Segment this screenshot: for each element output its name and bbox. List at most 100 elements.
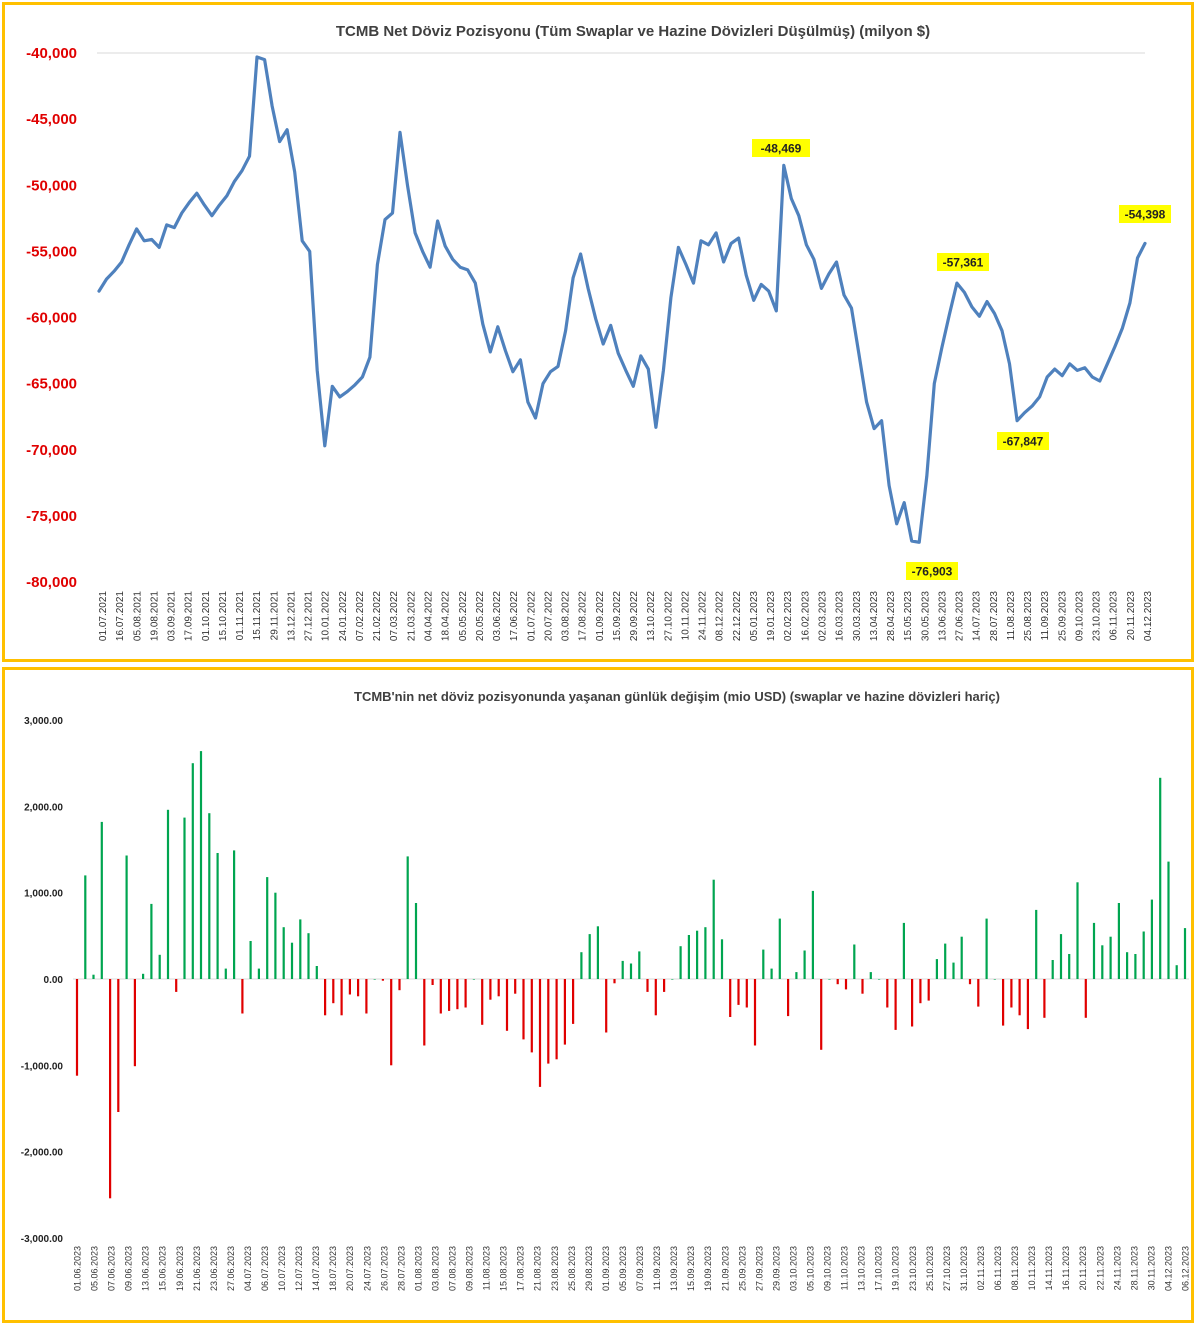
- bar: [299, 919, 302, 979]
- bar: [1126, 952, 1129, 979]
- x-tick-label: 07.09.2023: [635, 1246, 645, 1291]
- x-tick-label: 04.07.2023: [243, 1246, 253, 1291]
- x-tick-label: 04.12.2023: [1163, 1246, 1173, 1291]
- x-tick-label: 29.11.2021: [269, 591, 280, 641]
- annotation-label: -76,903: [906, 562, 958, 580]
- bar: [844, 979, 848, 990]
- bar: [820, 979, 823, 1050]
- x-tick-label: 17.06.2022: [509, 591, 520, 641]
- y-tick-label: 0.00: [44, 975, 64, 986]
- x-tick-label: 04.12.2023: [1143, 591, 1154, 641]
- annotation-text: -57,361: [943, 256, 984, 270]
- x-tick-label: 02.02.2023: [783, 591, 794, 641]
- annotation-label: -67,847: [997, 432, 1049, 450]
- x-tick-label: 14.11.2023: [1044, 1246, 1054, 1290]
- x-tick-label: 11.10.2023: [840, 1246, 850, 1290]
- x-tick-label: 13.09.2023: [669, 1246, 679, 1291]
- bar: [778, 918, 781, 979]
- x-tick-label: 18.07.2023: [328, 1246, 338, 1291]
- x-tick-label: 21.06.2023: [192, 1246, 202, 1291]
- y-tick-label: 1,000.00: [24, 889, 63, 900]
- bar: [324, 979, 327, 1016]
- x-tick-label: 01.07.2022: [526, 591, 537, 641]
- bar: [1035, 909, 1038, 979]
- x-tick-label: 17.08.2022: [578, 591, 589, 641]
- bar: [365, 979, 368, 1014]
- bar: [671, 979, 674, 980]
- x-tick-label: 23.10.2023: [908, 1246, 918, 1291]
- bar-chart-title: TCMB'nin net döviz pozisyonunda yaşanan …: [354, 689, 1000, 704]
- bar: [133, 979, 136, 1067]
- x-tick-label: 21.02.2022: [372, 591, 383, 641]
- x-tick-label: 01.06.2023: [73, 1246, 83, 1291]
- bar-chart-bars: [75, 751, 1187, 1199]
- bar-chart-x-ticks: 01.06.2023 05.06.2023 07.06.2023 09.06.2023…: [73, 1246, 1191, 1291]
- bar: [1134, 954, 1137, 979]
- x-tick-label: 01.10.2021: [201, 591, 212, 641]
- x-tick-label: 13.12.2021: [286, 591, 297, 641]
- x-tick-label: 05.06.2023: [90, 1246, 100, 1291]
- x-tick-label: 06.11.2023: [993, 1246, 1003, 1290]
- bar: [902, 922, 905, 979]
- bar: [869, 972, 872, 979]
- x-tick-label: 21.09.2023: [720, 1246, 730, 1291]
- x-tick-label: 24.11.2022: [698, 591, 709, 641]
- x-tick-label: 03.06.2022: [492, 591, 503, 641]
- x-tick-label: 14.07.2023: [311, 1246, 321, 1291]
- bar: [439, 979, 442, 1014]
- x-tick-label: 17.08.2023: [516, 1246, 526, 1291]
- bar: [1150, 899, 1153, 979]
- line-chart-y-ticks: -40,000 -45,000 -50,000 -55,000 -60,000 -65,0…: [26, 45, 77, 591]
- x-tick-label: 14.07.2023: [972, 591, 983, 641]
- x-tick-label: 09.06.2023: [124, 1246, 134, 1291]
- x-tick-label: 01.11.2021: [235, 591, 246, 641]
- x-tick-label: 05.01.2023: [749, 591, 760, 641]
- bar: [621, 960, 624, 979]
- bar: [729, 979, 732, 1017]
- bar: [100, 821, 103, 979]
- y-tick-label: -40,000: [26, 45, 77, 62]
- bar: [654, 979, 657, 1016]
- x-tick-label: 01.09.2023: [601, 1246, 611, 1291]
- annotation-text: -76,903: [912, 565, 953, 579]
- x-tick-label: 11.08.2023: [482, 1246, 492, 1290]
- bar: [580, 952, 583, 979]
- x-tick-label: 15.10.2021: [218, 591, 229, 641]
- bar: [878, 979, 881, 980]
- x-tick-label: 20.05.2022: [475, 591, 486, 641]
- bar: [125, 855, 128, 979]
- annotation-text: -48,469: [761, 142, 802, 156]
- bar: [423, 979, 426, 1046]
- x-tick-label: 11.08.2023: [1006, 591, 1017, 641]
- bar: [572, 979, 575, 1024]
- bar: [522, 979, 525, 1040]
- x-tick-label: 03.08.2023: [430, 1246, 440, 1291]
- bar: [629, 963, 633, 979]
- annotation-text: -54,398: [1125, 208, 1166, 222]
- line-series: [97, 55, 1147, 544]
- bar: [224, 968, 227, 979]
- bar: [696, 930, 699, 979]
- x-tick-label: 07.02.2022: [355, 591, 366, 641]
- bar: [514, 979, 517, 994]
- bar: [117, 979, 120, 1112]
- bar: [199, 751, 203, 979]
- bar: [464, 979, 467, 1008]
- x-tick-label: 13.10.2023: [857, 1246, 867, 1291]
- x-tick-label: 27.10.2023: [942, 1246, 952, 1291]
- bar-chart-panel: TCMB'nin net döviz pozisyonunda yaşanan …: [2, 667, 1194, 1323]
- bar: [75, 979, 79, 1076]
- x-tick-label: 15.09.2023: [686, 1246, 696, 1291]
- x-tick-label: 25.10.2023: [925, 1246, 935, 1291]
- annotation-highlight: [906, 562, 958, 580]
- bar: [770, 968, 773, 979]
- x-tick-label: 22.12.2022: [732, 591, 743, 641]
- bar: [1183, 928, 1187, 979]
- x-tick-label: 20.07.2022: [543, 591, 554, 641]
- x-tick-label: 16.02.2023: [800, 591, 811, 641]
- x-tick-label: 10.07.2023: [277, 1246, 287, 1291]
- x-tick-label: 12.07.2023: [294, 1246, 304, 1291]
- line-chart-annotations: -48,469 -57,361 -54,398 -67,847 -76,903: [752, 139, 1171, 580]
- bar: [257, 968, 260, 979]
- bar: [811, 890, 814, 979]
